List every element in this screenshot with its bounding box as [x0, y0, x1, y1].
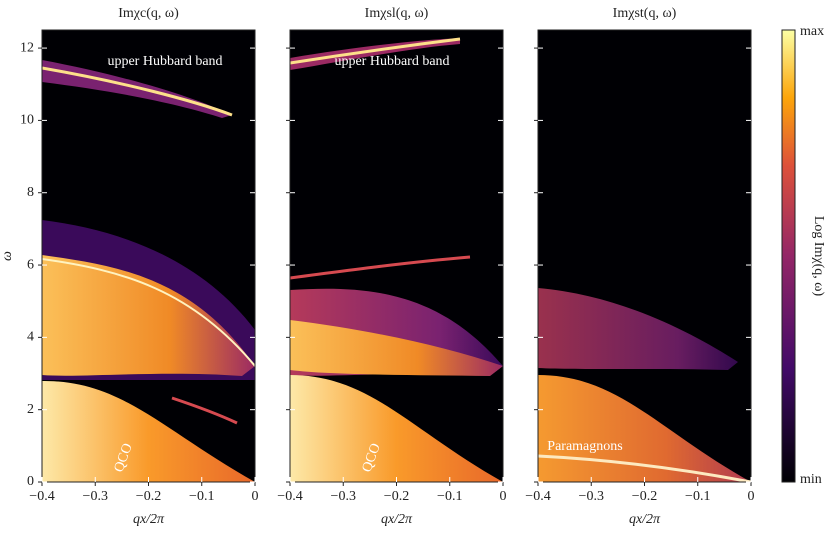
- panel-title: Imχsl(q, ω): [365, 6, 429, 21]
- x-tick-label: −0.3: [83, 489, 108, 504]
- y-tick-label: 0: [27, 474, 34, 489]
- x-tick-label: 0: [748, 489, 755, 504]
- x-axis-label: qx/2π: [629, 512, 661, 527]
- y-tick-label: 8: [27, 185, 34, 200]
- y-tick-label: 2: [27, 402, 34, 417]
- y-axis-label: ω: [0, 251, 15, 261]
- annotation: upper Hubbard band: [107, 54, 222, 69]
- colorbar-min: min: [800, 472, 822, 487]
- colorbar-label: Log Imχ(q, ω): [811, 216, 826, 297]
- annotation: upper Hubbard band: [334, 54, 449, 69]
- x-tick-label: −0.3: [579, 489, 604, 504]
- heatmap: [42, 30, 255, 482]
- x-tick-label: −0.1: [685, 489, 710, 504]
- colorbar: [781, 29, 796, 483]
- panel-title: Imχst(q, ω): [613, 6, 677, 21]
- x-tick-label: −0.3: [331, 489, 356, 504]
- y-tick-label: 6: [27, 257, 34, 272]
- y-tick-label: 4: [27, 330, 34, 345]
- x-tick-label: −0.1: [437, 489, 462, 504]
- x-tick-label: −0.4: [525, 489, 550, 504]
- annotation: Paramagnons: [547, 439, 622, 454]
- x-tick-label: 0: [252, 489, 259, 504]
- panel-title: Imχc(q, ω): [118, 6, 179, 21]
- x-tick-label: −0.4: [277, 489, 302, 504]
- y-tick-label: 12: [20, 40, 34, 55]
- y-tick-label: 10: [20, 113, 34, 128]
- heatmap: [290, 30, 503, 482]
- heatmap: [538, 30, 751, 482]
- x-tick-label: −0.4: [29, 489, 54, 504]
- x-tick-label: 0: [500, 489, 507, 504]
- colorbar-max: max: [800, 24, 824, 39]
- x-tick-label: −0.2: [136, 489, 161, 504]
- x-tick-label: −0.2: [384, 489, 409, 504]
- x-tick-label: −0.1: [189, 489, 214, 504]
- x-axis-label: qx/2π: [381, 512, 413, 527]
- x-tick-label: −0.2: [632, 489, 657, 504]
- x-axis-label: qx/2π: [133, 512, 165, 527]
